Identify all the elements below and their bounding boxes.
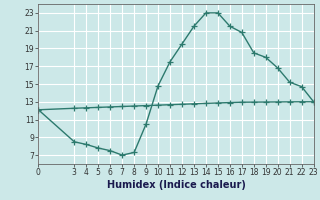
X-axis label: Humidex (Indice chaleur): Humidex (Indice chaleur) bbox=[107, 180, 245, 190]
